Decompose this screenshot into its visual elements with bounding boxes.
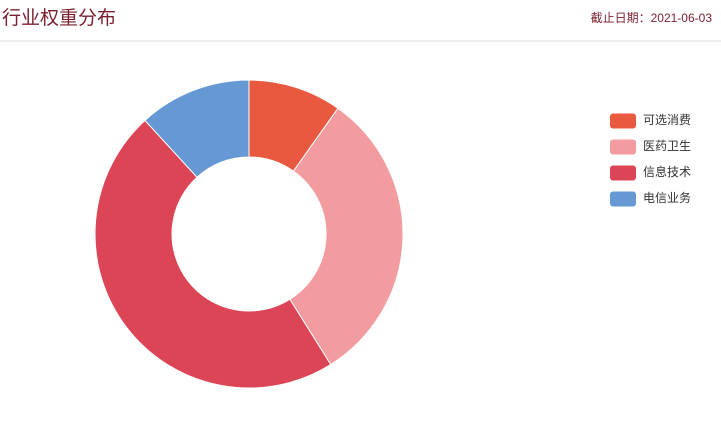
legend-swatch	[610, 165, 636, 181]
legend-swatch	[610, 113, 636, 129]
donut-slice	[94, 119, 332, 389]
date-label: 截止日期：2021-06-03	[591, 11, 713, 25]
legend-label: 信息技术	[643, 164, 691, 179]
donut-slice	[289, 107, 404, 366]
legend-label: 可选消费	[643, 113, 691, 127]
legend-swatch	[610, 139, 636, 155]
legend-swatch	[610, 191, 636, 207]
donut-slice	[144, 79, 250, 178]
legend-label: 电信业务	[643, 190, 691, 205]
chart-title: 行业权重分布	[2, 7, 116, 29]
legend-label: 医药卫生	[643, 139, 691, 153]
